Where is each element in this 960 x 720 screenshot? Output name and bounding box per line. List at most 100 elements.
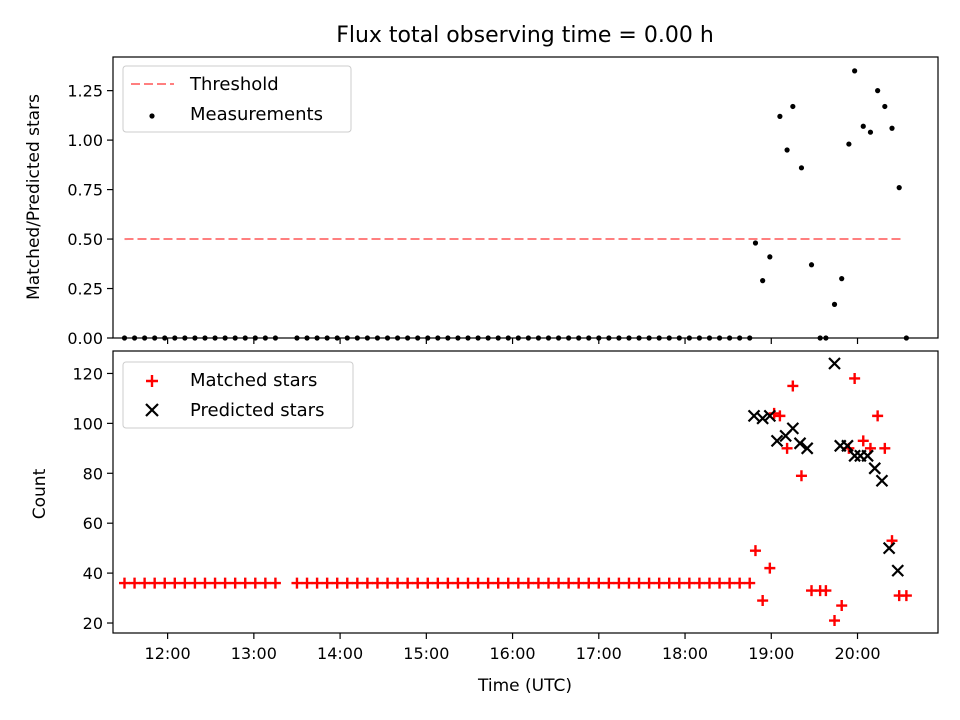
matched-stars-point — [744, 577, 756, 589]
matched-stars-point — [149, 577, 161, 589]
x-tick-label: 16:00 — [490, 644, 536, 663]
measurement-point — [752, 240, 759, 246]
y-tick-label: 20 — [83, 614, 103, 633]
y-tick-label: 80 — [83, 464, 103, 483]
matched-stars-point — [714, 577, 726, 589]
matched-stars-point — [169, 577, 181, 589]
legend-predicted-label: Predicted stars — [190, 400, 324, 421]
measurement-point — [767, 254, 773, 260]
predicted-stars-point — [875, 474, 889, 488]
matched-stars-point — [573, 577, 585, 589]
matched-stars-point — [663, 577, 675, 589]
y-tick-label: 60 — [83, 514, 103, 533]
matched-stars-point — [820, 585, 832, 597]
predicted-stars-point — [891, 564, 905, 577]
matched-stars-point — [462, 577, 474, 589]
matched-stars-point — [774, 410, 786, 422]
matched-stars-point — [768, 407, 780, 419]
matched-stars-point — [442, 577, 454, 589]
measurement-point — [882, 103, 888, 110]
predicted-stars-point — [786, 422, 800, 435]
matched-stars-point — [583, 577, 595, 589]
predicted-stars-point — [848, 449, 861, 463]
matched-stars-point — [872, 410, 884, 422]
matched-stars-point — [199, 577, 211, 589]
measurement-point — [790, 103, 796, 110]
matched-stars-point — [757, 595, 769, 607]
matched-stars-point — [239, 577, 251, 589]
matched-stars-point — [229, 577, 241, 589]
x-axis-label: Time (UTC) — [477, 676, 572, 696]
matched-stars-point — [341, 577, 353, 589]
matched-stars-point — [532, 577, 544, 589]
matched-stars-point — [189, 577, 201, 589]
measurement-point — [831, 301, 838, 307]
matched-stars-point — [553, 577, 565, 589]
x-tick-label: 14:00 — [317, 644, 363, 663]
measurement-point — [867, 129, 874, 135]
y-tick-label: 1.25 — [67, 82, 103, 101]
matched-stars-point — [422, 577, 434, 589]
legend-threshold-label: Threshold — [189, 74, 279, 95]
matched-stars-point — [301, 577, 313, 589]
predicted-stars-point — [793, 437, 807, 450]
bottom-y-axis-label: Count — [30, 468, 50, 519]
top-y-axis-label: Matched/Predicted stars — [24, 94, 44, 300]
x-tick-label: 19:00 — [748, 644, 794, 663]
top-legend-frame — [122, 65, 352, 133]
predicted-stars-point — [770, 434, 784, 448]
y-tick-label: 0.75 — [67, 181, 103, 200]
bottom-y-axis: 20 40 60 80 100 120 — [72, 364, 113, 633]
matched-stars-point — [452, 577, 464, 589]
matched-stars-point — [321, 577, 333, 589]
matched-stars-point — [371, 577, 383, 589]
matched-stars-point — [764, 562, 776, 574]
predicted-stars-point — [828, 357, 841, 370]
x-tick-label: 17:00 — [576, 644, 622, 663]
legend-predicted-swatch — [145, 403, 159, 417]
measurement-point — [760, 278, 766, 284]
matched-stars-point — [900, 590, 912, 602]
matched-stars-point — [311, 577, 323, 589]
measurement-point — [889, 125, 895, 131]
y-tick-label: 1.00 — [67, 131, 103, 150]
x-tick-label: 12:00 — [145, 644, 191, 663]
top-x-axis — [167, 338, 859, 344]
matched-stars-point — [633, 577, 645, 589]
bottom-legend: Matched stars Predicted stars — [122, 361, 354, 429]
measurement-point — [839, 276, 845, 282]
matched-stars-point — [432, 577, 444, 589]
matched-stars-point — [781, 442, 793, 454]
y-tick-label: 0.00 — [67, 329, 103, 348]
matched-stars-point — [734, 577, 746, 589]
measurement-point — [852, 68, 858, 74]
top-plot-marks — [121, 68, 909, 341]
matched-stars-point — [795, 470, 807, 482]
matched-stars-point — [542, 577, 554, 589]
measurement-point — [875, 88, 881, 94]
y-tick-label: 0.25 — [67, 280, 103, 299]
legend-matched-label: Matched stars — [190, 370, 317, 391]
matched-stars-point — [412, 577, 424, 589]
matched-stars-point — [249, 577, 261, 589]
matched-stars-point — [653, 577, 665, 589]
matched-stars-point — [139, 577, 151, 589]
matched-stars-point — [613, 577, 625, 589]
predicted-stars-point — [756, 412, 769, 425]
legend-matched-swatch — [146, 375, 158, 387]
x-tick-label: 20:00 — [834, 644, 880, 663]
matched-stars-point — [482, 577, 494, 589]
matched-stars-point — [829, 615, 841, 627]
matched-stars-point — [603, 577, 615, 589]
matched-stars-point — [693, 577, 705, 589]
matched-stars-point — [209, 577, 221, 589]
x-tick-label: 15:00 — [403, 644, 449, 663]
bottom-legend-frame — [122, 361, 354, 429]
y-tick-label: 120 — [72, 364, 103, 383]
measurement-point — [798, 165, 805, 171]
bottom-plot-marks — [118, 357, 912, 627]
matched-stars-point — [563, 577, 575, 589]
matched-stars-point — [512, 577, 524, 589]
bottom-axes-frame — [112, 350, 939, 634]
matched-stars-point — [219, 577, 231, 589]
